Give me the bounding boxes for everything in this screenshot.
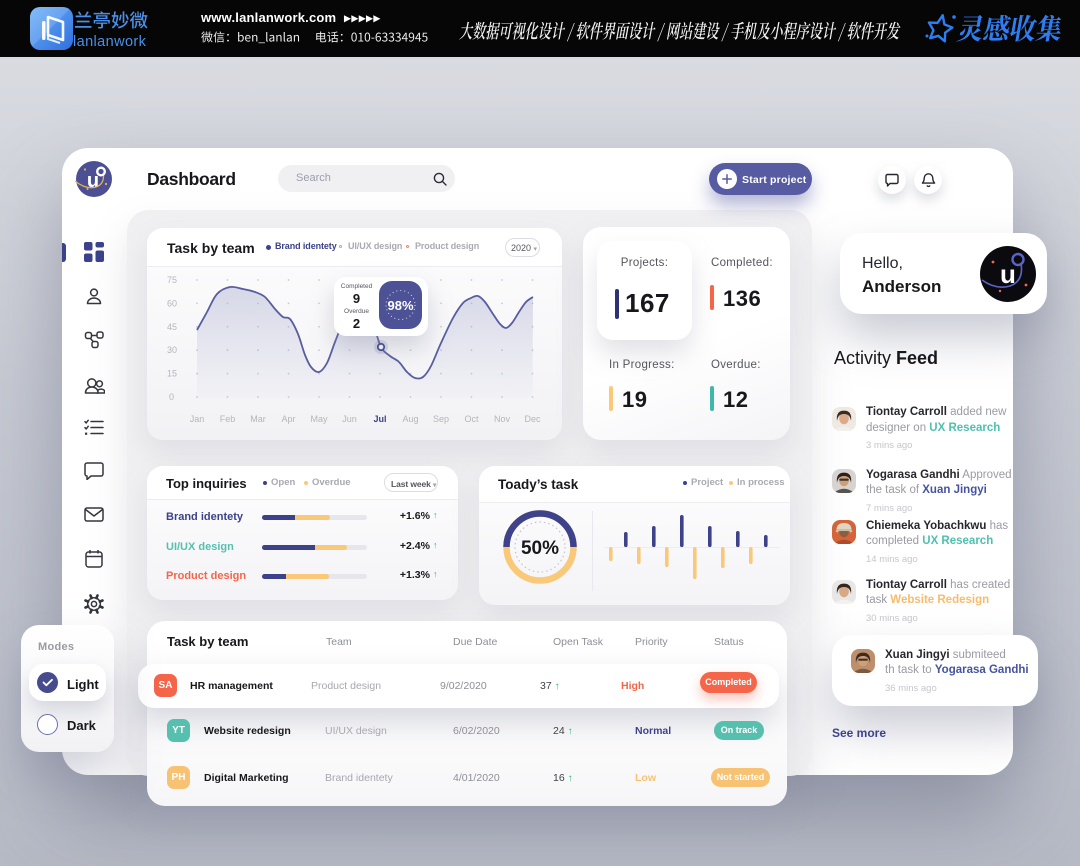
svg-text:98%: 98% xyxy=(387,298,413,313)
svg-text:30: 30 xyxy=(167,345,177,355)
svg-text:Oct: Oct xyxy=(464,414,479,424)
svg-text:May: May xyxy=(310,414,328,424)
svg-text:60: 60 xyxy=(167,298,177,308)
svg-text:Jun: Jun xyxy=(342,414,357,424)
svg-text:Mar: Mar xyxy=(250,414,266,424)
svg-text:Jul: Jul xyxy=(373,414,386,424)
svg-text:Aug: Aug xyxy=(402,414,418,424)
svg-text:Sep: Sep xyxy=(433,414,449,424)
svg-text:45: 45 xyxy=(167,322,177,332)
svg-text:u: u xyxy=(1000,259,1016,289)
svg-text:50%: 50% xyxy=(521,538,559,559)
svg-text:0: 0 xyxy=(169,392,174,402)
svg-text:Jan: Jan xyxy=(190,414,205,424)
svg-text:15: 15 xyxy=(167,369,177,379)
svg-text:Apr: Apr xyxy=(281,414,295,424)
svg-text:Dec: Dec xyxy=(524,414,541,424)
svg-text:75: 75 xyxy=(167,275,177,285)
svg-text:Nov: Nov xyxy=(494,414,511,424)
svg-text:Feb: Feb xyxy=(220,414,236,424)
